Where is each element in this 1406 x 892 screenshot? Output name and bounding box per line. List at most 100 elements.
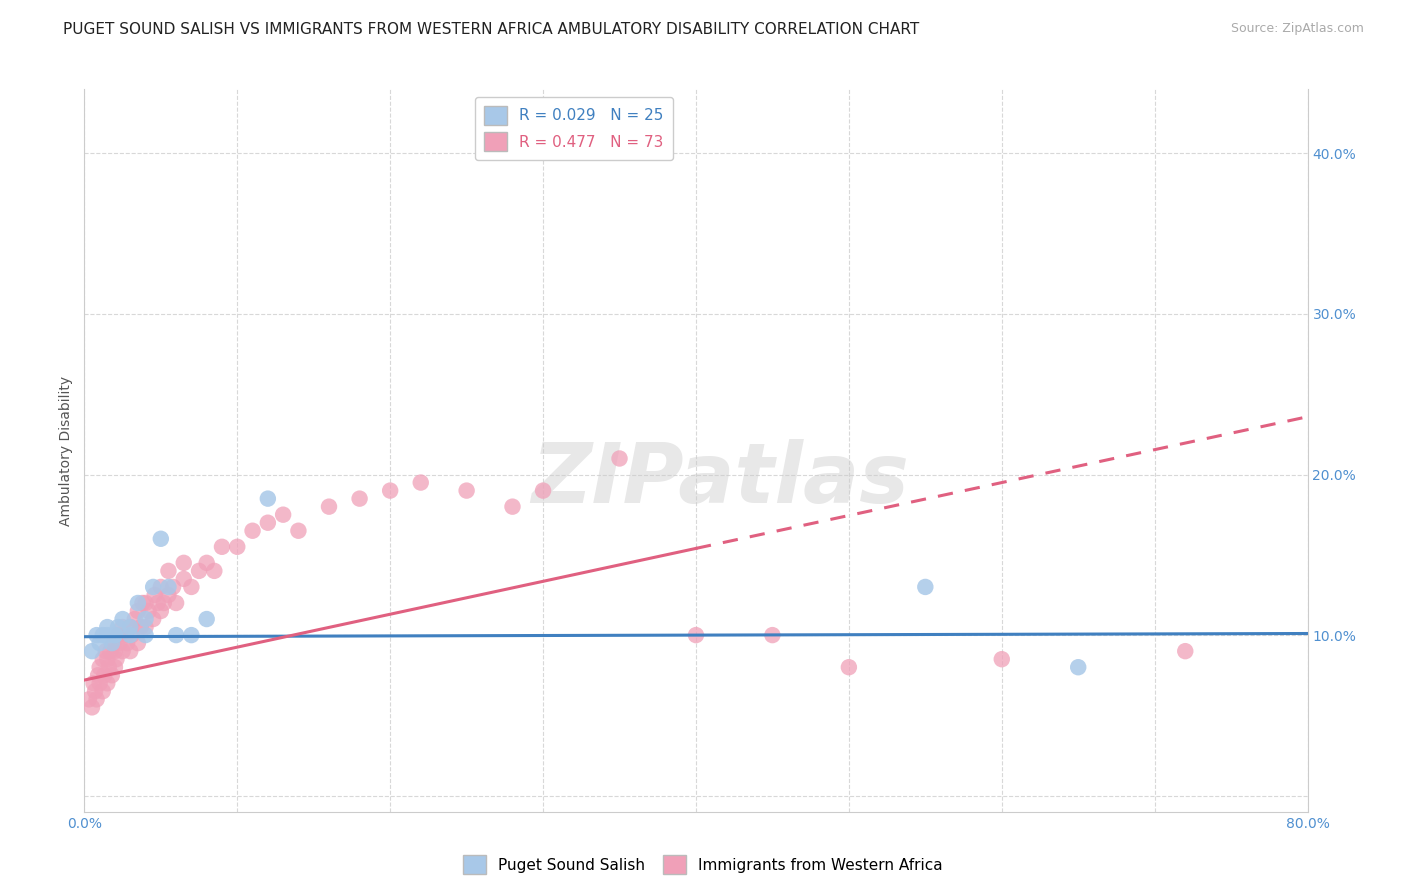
Point — [1174, 644, 1197, 658]
Point — [77, 692, 100, 706]
Point — [97, 660, 120, 674]
Point — [456, 483, 478, 498]
Point — [129, 620, 152, 634]
Text: Source: ZipAtlas.com: Source: ZipAtlas.com — [1230, 22, 1364, 36]
Point — [188, 564, 211, 578]
Text: ZIPatlas: ZIPatlas — [531, 439, 910, 520]
Point — [114, 628, 136, 642]
Point — [838, 660, 860, 674]
Point — [107, 620, 129, 634]
Point — [120, 644, 142, 658]
Point — [96, 620, 118, 634]
Text: PUGET SOUND SALISH VS IMMIGRANTS FROM WESTERN AFRICA AMBULATORY DISABILITY CORRE: PUGET SOUND SALISH VS IMMIGRANTS FROM WE… — [63, 22, 920, 37]
Point — [195, 612, 218, 626]
Point — [127, 636, 149, 650]
Point — [202, 564, 225, 578]
Point — [101, 636, 124, 650]
Point — [685, 628, 707, 642]
Point — [157, 580, 180, 594]
Point — [103, 636, 125, 650]
Point — [914, 580, 936, 594]
Point — [271, 508, 294, 522]
Point — [135, 612, 157, 626]
Point — [91, 652, 114, 666]
Point — [98, 644, 121, 658]
Point — [91, 684, 114, 698]
Point — [257, 491, 280, 506]
Point — [162, 580, 184, 594]
Point — [135, 620, 157, 634]
Point — [157, 564, 180, 578]
Point — [94, 644, 117, 658]
Point — [111, 612, 134, 626]
Point — [111, 644, 134, 658]
Point — [349, 491, 371, 506]
Point — [120, 620, 142, 634]
Point — [96, 652, 118, 666]
Point — [104, 628, 127, 642]
Point — [111, 620, 134, 634]
Point — [761, 628, 783, 642]
Point — [131, 596, 153, 610]
Point — [142, 580, 165, 594]
Point — [135, 628, 157, 642]
Point — [146, 596, 169, 610]
Point — [138, 604, 160, 618]
Point — [104, 644, 127, 658]
Point — [86, 692, 108, 706]
Legend: Puget Sound Salish, Immigrants from Western Africa: Puget Sound Salish, Immigrants from West… — [457, 849, 949, 880]
Point — [89, 676, 111, 690]
Point — [115, 636, 138, 650]
Point — [101, 668, 124, 682]
Point — [143, 588, 166, 602]
Point — [87, 668, 110, 682]
Point — [107, 628, 129, 642]
Point — [165, 628, 187, 642]
Point — [104, 660, 127, 674]
Point — [149, 580, 172, 594]
Point — [127, 604, 149, 618]
Point — [180, 580, 202, 594]
Point — [149, 604, 172, 618]
Point — [142, 612, 165, 626]
Point — [173, 572, 195, 586]
Point — [195, 556, 218, 570]
Point — [135, 596, 157, 610]
Point — [108, 636, 131, 650]
Point — [609, 451, 631, 466]
Point — [1067, 660, 1090, 674]
Point — [91, 628, 114, 642]
Point — [409, 475, 432, 490]
Point — [318, 500, 340, 514]
Point — [93, 668, 115, 682]
Y-axis label: Ambulatory Disability: Ambulatory Disability — [59, 376, 73, 525]
Point — [83, 676, 105, 690]
Point — [120, 620, 142, 634]
Point — [149, 532, 172, 546]
Point — [105, 652, 128, 666]
Point — [96, 676, 118, 690]
Point — [165, 596, 187, 610]
Point — [991, 652, 1014, 666]
Legend: R = 0.029   N = 25, R = 0.477   N = 73: R = 0.029 N = 25, R = 0.477 N = 73 — [475, 97, 672, 160]
Point — [104, 628, 127, 642]
Point — [531, 483, 554, 498]
Point — [80, 700, 103, 714]
Point — [86, 628, 108, 642]
Point — [124, 612, 146, 626]
Point — [96, 628, 118, 642]
Point — [257, 516, 280, 530]
Point — [173, 556, 195, 570]
Point — [127, 596, 149, 610]
Point — [80, 644, 103, 658]
Point — [157, 588, 180, 602]
Point — [380, 483, 402, 498]
Point — [180, 628, 202, 642]
Point — [89, 660, 111, 674]
Point — [502, 500, 524, 514]
Point — [121, 628, 143, 642]
Point — [242, 524, 264, 538]
Point — [89, 636, 111, 650]
Point — [153, 596, 176, 610]
Point — [211, 540, 233, 554]
